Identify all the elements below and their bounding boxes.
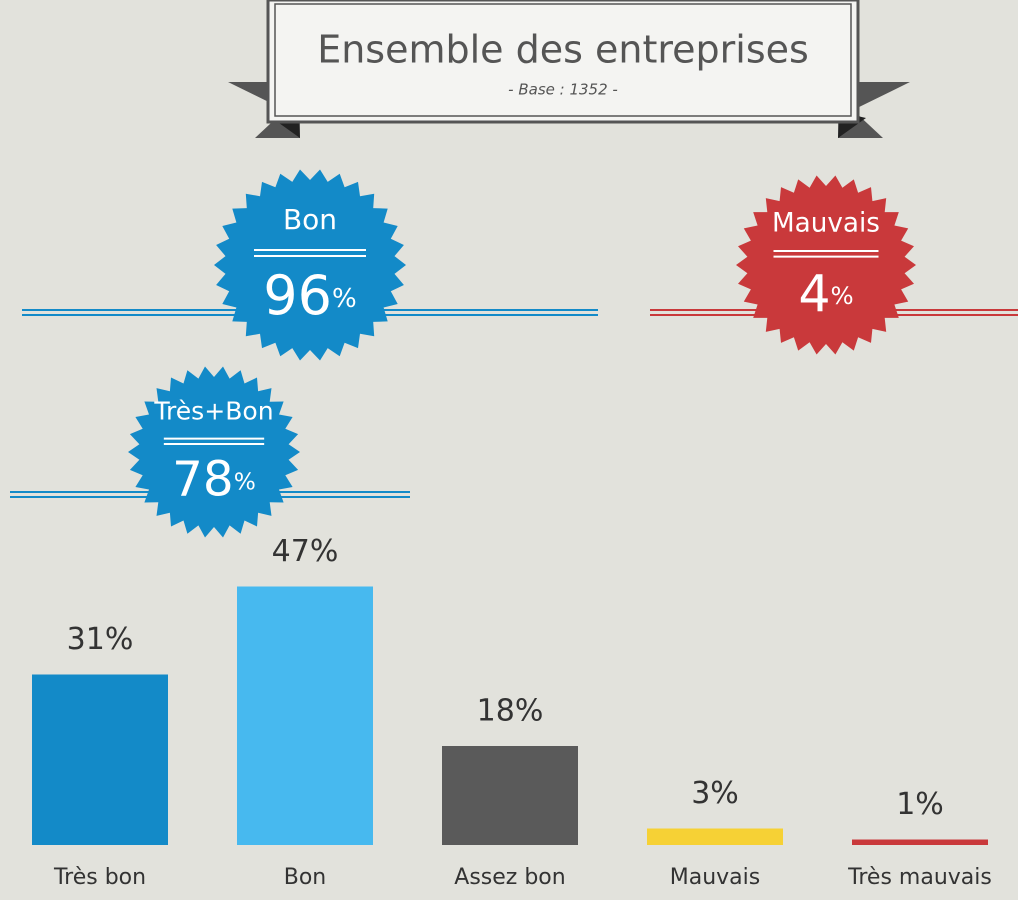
value-label: 1% xyxy=(896,787,944,822)
banner-inner xyxy=(274,3,852,117)
badge-label: Bon xyxy=(283,203,337,236)
badge-number: 78 xyxy=(172,451,234,507)
bar xyxy=(32,674,168,845)
bar xyxy=(442,746,578,845)
value-label: 3% xyxy=(691,776,739,811)
x-tick-label: Très mauvais xyxy=(847,865,992,890)
x-tick-label: Mauvais xyxy=(670,865,760,890)
badge-label: Très+Bon xyxy=(153,397,273,426)
x-tick-label: Bon xyxy=(284,865,327,890)
bar xyxy=(852,839,988,845)
badge-value: 78% xyxy=(172,451,256,507)
chart-title: Ensemble des entreprises xyxy=(317,28,809,72)
value-label: 47% xyxy=(272,534,339,569)
x-tick-label: Assez bon xyxy=(454,865,565,890)
value-label: 18% xyxy=(477,694,544,729)
badge-number: 4 xyxy=(798,263,830,322)
bar xyxy=(647,828,783,845)
value-label: 31% xyxy=(67,622,134,657)
badge-label: Mauvais xyxy=(772,208,880,238)
badge-unit: % xyxy=(234,468,256,495)
banner xyxy=(266,0,860,124)
badge-number: 96 xyxy=(263,264,332,327)
badge-value: 4% xyxy=(798,263,853,322)
badge xyxy=(736,175,916,355)
badge xyxy=(214,169,406,361)
badge xyxy=(128,366,300,538)
x-tick-label: Très bon xyxy=(53,865,146,890)
badge-unit: % xyxy=(332,284,357,314)
bar xyxy=(237,586,373,845)
badge-value: 96% xyxy=(263,264,356,327)
chart-subtitle: - Base : 1352 - xyxy=(508,81,618,99)
badge-unit: % xyxy=(831,281,854,310)
